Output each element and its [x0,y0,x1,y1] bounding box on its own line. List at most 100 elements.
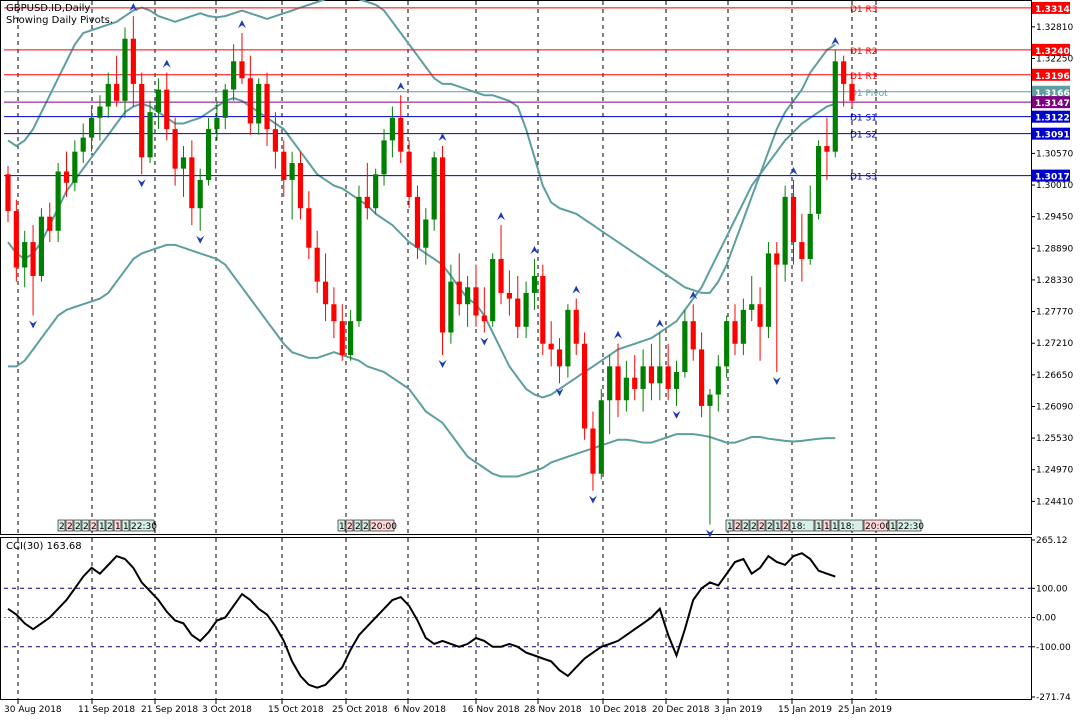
fractal-up-arrow [237,20,246,29]
price-badge [1032,43,1070,56]
candle-body [222,89,228,118]
session-badge-label: 1 [832,522,838,532]
cci-tick-label: 265.12 [1036,536,1068,546]
session-badge-label: 2 [59,522,65,532]
candle-body [682,321,688,373]
session-badge [765,519,774,532]
x-tick-label: 25 Oct 2018 [332,705,388,715]
candle-body [122,38,128,101]
candle-body [348,321,354,356]
candle-body [398,117,404,152]
candle-body [632,377,638,389]
session-badge [121,519,130,532]
session-badge [863,519,889,532]
candle-body [590,428,596,474]
candle-body [657,366,663,384]
fractal-up-arrow [396,82,405,91]
session-badge [105,519,114,532]
candle-body [264,83,270,130]
session-badge [361,519,370,532]
candle-body [180,157,187,169]
candle-body [297,162,304,209]
price-badge [1032,127,1070,140]
y-tick-label: 1.27770 [1036,308,1073,318]
fractal-down-arrow [196,235,205,244]
session-badge-label: 1 [775,522,781,532]
candle-body [231,61,237,90]
candle-body [707,394,713,406]
session-badge-label: 2 [347,522,353,532]
candle-body [431,157,437,220]
symbol-title: GBPUSD.ID,Daily [6,3,90,14]
cci-tick-label: 100.00 [1036,584,1068,594]
fractal-down-arrow [588,495,597,504]
pivot-label: D1 S1 [850,114,877,124]
candle-body [615,366,621,401]
candle-body [189,157,195,209]
session-badge [345,519,354,532]
candle-body [565,309,571,367]
session-badge-label: 2 [743,522,749,532]
session-badge [741,519,750,532]
candle-body [139,83,145,158]
candle-body [423,219,429,248]
session-badge-label: 1 [339,522,345,532]
y-tick-label: 1.27210 [1036,339,1073,349]
session-badge-label: 1 [890,522,896,532]
cci-tick-label: -100.00 [1036,643,1071,653]
y-tick-label: 1.32810 [1036,23,1073,33]
y-tick-label: 1.24970 [1036,466,1073,476]
candle-body [740,309,746,344]
candle-body [114,83,120,101]
x-tick-label: 20 Dec 2018 [652,705,710,715]
x-tick-label: 21 Sep 2018 [141,705,198,715]
candle-body [523,292,529,327]
y-tick-label: 1.26650 [1036,371,1073,381]
cci-title: CCI(30) 163.68 [6,541,82,552]
session-badge [65,519,74,532]
session-badge-label: 1 [824,522,830,532]
cci-indicator [4,552,1031,689]
candle-body [80,137,86,152]
candle-body [799,242,805,260]
candle-body [239,61,245,79]
fractal-down-arrow [772,377,781,386]
x-tick-label: 28 Nov 2018 [524,705,582,715]
candle-body [247,78,253,124]
price-badge-label: 1.31477 [1035,99,1076,109]
price-badge [1032,68,1070,81]
session-badge [773,519,782,532]
candle-body [481,315,487,322]
session-badge-label: 2 [767,522,773,532]
session-badge [781,519,790,532]
session-badge [822,519,831,532]
candle-body [22,242,28,268]
fractal-down-arrow [480,337,489,346]
y-tick-label: 1.24410 [1036,497,1073,507]
session-badge-label: 2 [91,522,97,532]
y-tick-label: 1.28890 [1036,244,1073,254]
fractal-up-arrow [831,37,840,46]
pivot-label: D1 S3 [850,173,877,183]
session-badge-label: 2 [751,522,757,532]
candle-body [841,61,847,84]
x-tick-label: 30 Aug 2018 [4,705,62,715]
fractal-up-arrow [530,246,539,255]
candle-body [473,287,479,316]
fractal-down-arrow [29,320,38,329]
y-tick-label: 1.28330 [1036,276,1073,286]
candle-body [640,366,646,389]
candlesticks [5,16,855,525]
session-badge-label: 1 [123,522,129,532]
x-tick-label: 15 Oct 2018 [268,705,324,715]
session-badge [353,519,362,532]
candle-body [807,213,813,260]
session-badge-label: 2 [75,522,81,532]
session-badge-label: 2 [783,522,789,532]
candle-body [824,146,830,152]
x-tick-label: 6 Nov 2018 [394,705,446,715]
candle-body [724,321,730,367]
fractal-up-arrow [689,291,698,300]
candle-body [406,151,412,197]
candle-body [214,117,220,130]
